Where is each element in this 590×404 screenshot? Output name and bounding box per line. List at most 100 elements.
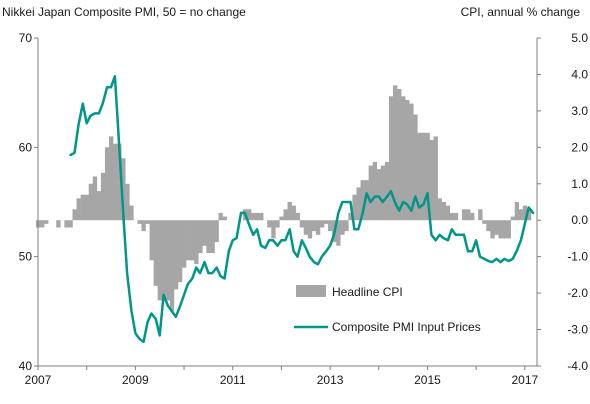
cpi-bar [470,212,475,221]
cpi-bar [259,212,264,221]
right-tick-label: 5.0 [571,31,588,45]
cpi-bar [299,220,305,228]
cpi-bar [502,220,507,239]
cpi-bar [319,220,325,228]
cpi-bar [104,147,110,221]
right-axis-title: CPI, annual % change [461,5,581,19]
cpi-bar [441,202,447,221]
cpi-bar [56,220,61,228]
cpi-bar [352,194,357,221]
x-tick-label: 2013 [317,373,344,387]
cpi-bar [121,158,126,221]
right-tick-label: 3.0 [571,104,588,118]
right-axis-ticks: -4.0 -3.0 -2.0 -1.0 0.0 1.0 2.0 3.0 4.0 5.0 [537,31,588,373]
cpi-bar [466,209,471,221]
cpi-bar [198,220,203,254]
cpi-bar [409,103,414,221]
cpi-bar [311,220,317,232]
cpi-bar [429,140,434,221]
cpi-bar [340,220,345,235]
cpi-bar [92,176,98,221]
cpi-bar [267,220,272,228]
cpi-bar [307,220,313,239]
cpi-bar [510,216,515,221]
cpi-bar [100,172,106,221]
cpi-bar [80,194,85,221]
cpi-bar [364,180,369,221]
cpi-bar [246,209,252,221]
cpi-bar [437,198,442,221]
cpi-bar [518,209,524,221]
cpi-bar [324,220,329,224]
x-tick-label: 2009 [122,373,149,387]
right-tick-label: 0.0 [571,213,588,227]
cpi-bar [279,216,284,221]
x-tick-label: 2011 [220,373,246,387]
cpi-bar [250,212,256,221]
legend-label-pmi-input-prices: Composite PMI Input Prices [332,320,481,334]
cpi-bar [368,165,373,221]
cpi-bar [295,212,300,221]
cpi-bar [417,132,422,221]
cpi-bar [433,136,438,221]
x-tick-label: 2007 [25,373,52,387]
cpi-bar [206,220,211,254]
cpi-bar [271,220,276,239]
cpi-bar [214,220,219,243]
cpi-bar [129,205,134,221]
cpi-bar [165,220,171,301]
right-tick-label: -2.0 [567,286,588,300]
cpi-bar [68,220,73,228]
cpi-bar [287,202,292,221]
left-axis-ticks: 40 50 60 70 [19,31,38,373]
cpi-bar [421,132,426,221]
cpi-bar [522,205,528,221]
cpi-bar [44,220,49,224]
right-tick-label: 1.0 [571,177,588,191]
right-tick-label: 4.0 [571,67,588,81]
legend-swatch-headline-cpi [296,285,326,297]
cpi-bar [392,85,398,221]
cpi-bar [445,205,451,221]
cpi-bar [380,165,386,221]
cpi-bar [96,191,102,221]
cpi-bar [425,132,430,221]
cpi-bar [376,169,382,221]
cpi-bar [157,220,163,301]
right-tick-label: -1.0 [567,250,588,264]
left-tick-label: 70 [19,31,33,45]
cpi-bar [453,212,459,221]
cpi-bar [315,220,321,235]
left-tick-label: 50 [19,250,33,264]
x-tick-label: 2015 [414,373,441,387]
cpi-bar [149,220,154,261]
cpi-bar [348,212,353,221]
axes [37,38,538,367]
cpi-bar [76,198,81,221]
cpi-bar [177,220,183,283]
cpi-bar [88,183,94,221]
right-tick-label: 2.0 [571,140,588,154]
cpi-bar [401,96,406,221]
left-tick-label: 60 [19,140,33,154]
x-tick-label: 2017 [511,373,538,387]
cpi-bar [145,220,150,224]
cpi-bar [255,212,260,221]
cpi-bar [161,220,167,301]
cpi-bar [303,220,309,235]
cpi-bar [372,161,378,221]
cpi-bar [482,220,487,224]
cpi-bar [169,220,175,312]
right-tick-label: -4.0 [567,359,588,373]
cpi-bar [486,220,491,232]
cpi-bar [291,205,296,221]
cpi-bar [449,212,455,221]
cpi-bar [514,202,520,221]
cpi-bar [344,220,349,232]
cpi-bar [190,220,195,261]
left-axis-title: Nikkei Japan Composite PMI, 50 = no chan… [2,5,246,19]
cpi-bar [141,220,146,232]
cpi-bar [218,212,223,221]
cpi-bar [494,220,499,235]
